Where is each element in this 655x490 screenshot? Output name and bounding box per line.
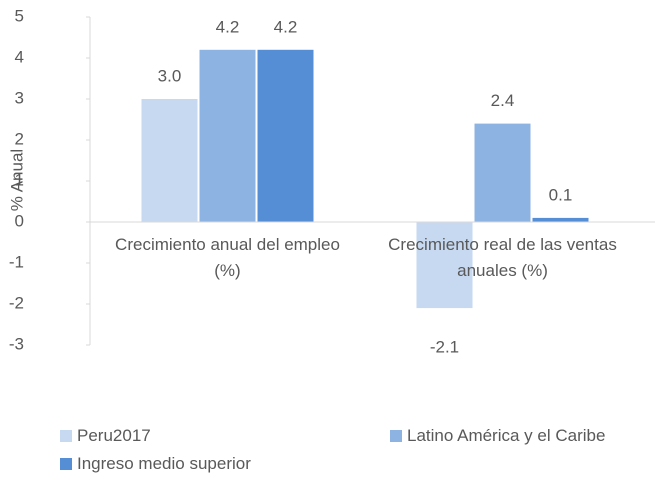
value-label: 0.1: [549, 185, 573, 204]
y-tick-label: -3: [9, 334, 24, 353]
legend-label: Latino América y el Caribe: [407, 426, 606, 445]
legend-label: Peru2017: [77, 426, 151, 445]
bar: [532, 217, 589, 222]
y-tick-label: 4: [15, 47, 24, 66]
x-tick-label: Crecimiento real de las ventas anuales (…: [388, 235, 617, 280]
bar: [416, 222, 473, 309]
legend-swatch: [60, 458, 72, 470]
bar: [474, 123, 531, 222]
y-tick-label: 3: [15, 88, 24, 107]
legend-label: Ingreso medio superior: [77, 454, 251, 473]
x-tick-label: Crecimiento anual del empleo (%): [115, 235, 340, 280]
y-tick-label: -2: [9, 293, 24, 312]
legend-swatch: [390, 430, 402, 442]
bar: [199, 49, 256, 222]
bar: [257, 49, 314, 222]
y-tick-label: 5: [15, 6, 24, 25]
value-label: 4.2: [216, 17, 240, 36]
value-label: 4.2: [274, 17, 298, 36]
value-label: 3.0: [158, 66, 182, 85]
y-axis-label: % Anual: [7, 149, 26, 211]
value-label: -2.1: [430, 338, 459, 357]
legend-item: Ingreso medio superior: [60, 454, 251, 474]
bar: [141, 99, 198, 222]
y-tick-label: 0: [15, 211, 24, 230]
y-tick-label: 2: [15, 129, 24, 148]
legend-item: Latino América y el Caribe: [390, 426, 605, 446]
y-tick-label: -1: [9, 252, 24, 271]
y-tick-label: 1: [15, 170, 24, 189]
legend-swatch: [60, 430, 72, 442]
legend-item: Peru2017: [60, 426, 151, 446]
value-label: 2.4: [491, 91, 515, 110]
